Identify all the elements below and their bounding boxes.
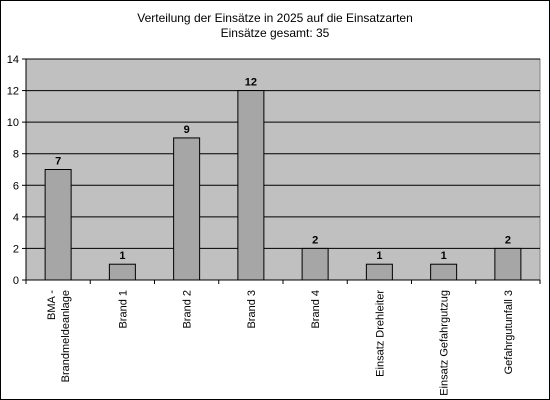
x-tick-label: Gefahrgutunfall 3 <box>503 290 515 374</box>
y-tick-label: 4 <box>13 212 19 224</box>
data-label: 1 <box>119 250 125 262</box>
y-tick-label: 12 <box>7 86 19 98</box>
bar <box>237 90 265 281</box>
plot-area <box>25 58 541 281</box>
bar <box>494 247 522 281</box>
bar <box>44 169 72 281</box>
x-tick-label: Einsatz Gefahrgutzug <box>439 290 451 396</box>
bar <box>365 263 393 281</box>
y-tick-label: 6 <box>13 180 19 192</box>
bar <box>108 263 136 281</box>
bar <box>173 137 201 281</box>
chart-subtitle: Einsätze gesamt: 35 <box>220 26 330 40</box>
data-label: 7 <box>55 156 61 168</box>
data-label: 2 <box>312 234 318 246</box>
data-label: 1 <box>376 250 382 262</box>
data-label: 9 <box>184 124 190 136</box>
x-tick-label: BMA - <box>46 290 58 320</box>
x-tick-label: Brandmeldeanlage <box>60 290 72 382</box>
x-tick-label: Einsatz Drehleiter <box>374 290 386 377</box>
x-tick-label: Brand 1 <box>117 290 129 329</box>
data-label: 1 <box>441 250 447 262</box>
x-tick-label: Brand 2 <box>182 290 194 329</box>
chart-title: Verteilung der Einsätze in 2025 auf die … <box>137 11 413 25</box>
data-label: 12 <box>245 77 257 89</box>
y-tick-label: 2 <box>13 243 19 255</box>
bar <box>301 247 329 281</box>
y-tick-label: 10 <box>7 117 19 129</box>
y-tick-label: 14 <box>7 54 19 66</box>
y-tick-label: 0 <box>13 275 19 287</box>
x-tick-label: Brand 4 <box>310 290 322 329</box>
bar <box>430 263 458 281</box>
x-tick-label: Brand 3 <box>246 290 258 329</box>
data-label: 2 <box>505 234 511 246</box>
y-tick-label: 8 <box>13 149 19 161</box>
